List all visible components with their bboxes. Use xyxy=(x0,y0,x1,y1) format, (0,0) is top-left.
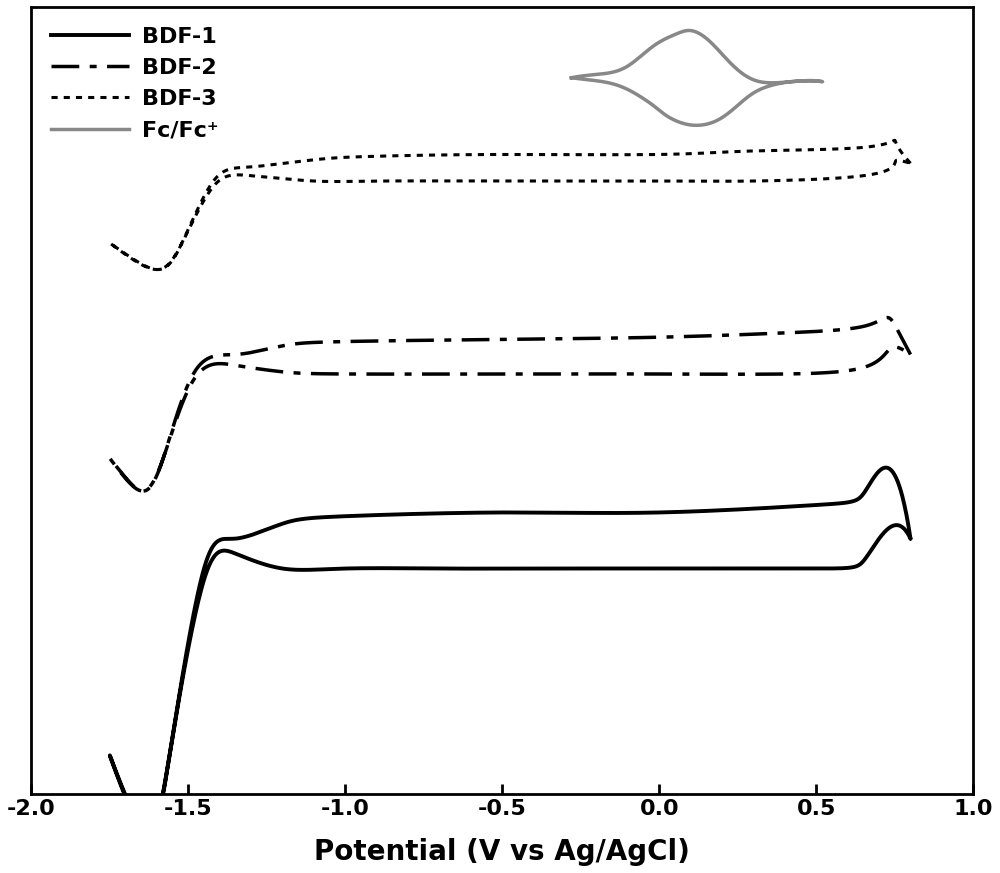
X-axis label: Potential (V vs Ag/AgCl): Potential (V vs Ag/AgCl) xyxy=(314,838,690,866)
Legend: BDF-1, BDF-2, BDF-3, Fc/Fc⁺: BDF-1, BDF-2, BDF-3, Fc/Fc⁺ xyxy=(42,18,228,149)
